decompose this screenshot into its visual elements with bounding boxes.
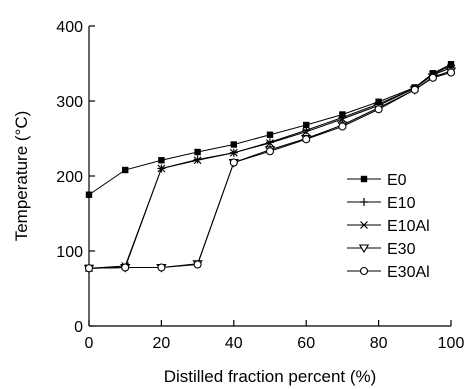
legend-item: E10Al [347,218,430,235]
series-layer [83,61,457,274]
series-line [88,67,452,269]
x-tick-label: 100 [438,335,465,352]
series-line [88,70,452,269]
legend-marker [360,175,368,183]
data-point [303,121,310,129]
legend-item: E30Al [347,264,430,281]
data-point [229,148,238,157]
legend-label: E10 [387,195,416,212]
data-point [302,135,311,144]
legend-marker [358,244,370,254]
y-tick-label: 0 [74,319,83,336]
data-point [158,157,165,164]
legend-item: E0 [347,172,407,189]
data-point [122,166,129,174]
data-point [302,127,311,136]
data-point [446,68,456,77]
y-tick-label: 200 [56,169,83,186]
data-point [302,126,311,135]
x-tick-label: 40 [225,335,243,352]
y-tick-label: 300 [56,94,83,111]
legend-label: E30 [387,241,416,258]
data-point [193,156,202,165]
x-tick-label: 0 [85,335,94,352]
legend-marker [359,266,369,276]
x-tick-label: 20 [153,335,171,352]
legend-label: E30Al [387,264,430,281]
x-tick-label: 60 [297,335,315,352]
data-point [229,158,238,167]
data-point [85,191,93,198]
legend-label: E0 [387,172,407,189]
data-point [338,115,347,123]
data-point [266,139,274,147]
data-point [157,164,166,173]
data-point [157,263,166,272]
legend: E0 E10 E10Al E30 E30Al [347,172,430,281]
y-tick-label: 100 [56,244,83,261]
series-line [88,65,452,269]
legend-item: E10 [347,195,416,212]
data-point [230,141,237,148]
y-tick-label: 400 [56,19,83,36]
legend-marker [360,198,368,206]
legend-marker [360,221,368,229]
data-point [428,73,437,82]
data-point [121,263,130,272]
series-E30Al [84,68,456,273]
data-point [374,105,383,114]
legend-label: E10Al [387,218,430,235]
data-point [193,260,202,269]
x-tick-label: 80 [370,335,388,352]
series-line [88,72,452,269]
legend-item: E30 [347,241,416,258]
data-point [338,122,347,131]
data-point [410,85,419,94]
y-axis-label: Temperature (°C) [12,111,31,242]
x-axis-label: Distilled fraction percent (%) [164,367,377,386]
data-point [84,264,94,273]
data-point [265,147,275,156]
data-point [194,148,201,156]
axis-ticks: 0 20 40 60 80 100 0 100 200 300 400 [56,19,464,352]
data-point [266,131,274,138]
